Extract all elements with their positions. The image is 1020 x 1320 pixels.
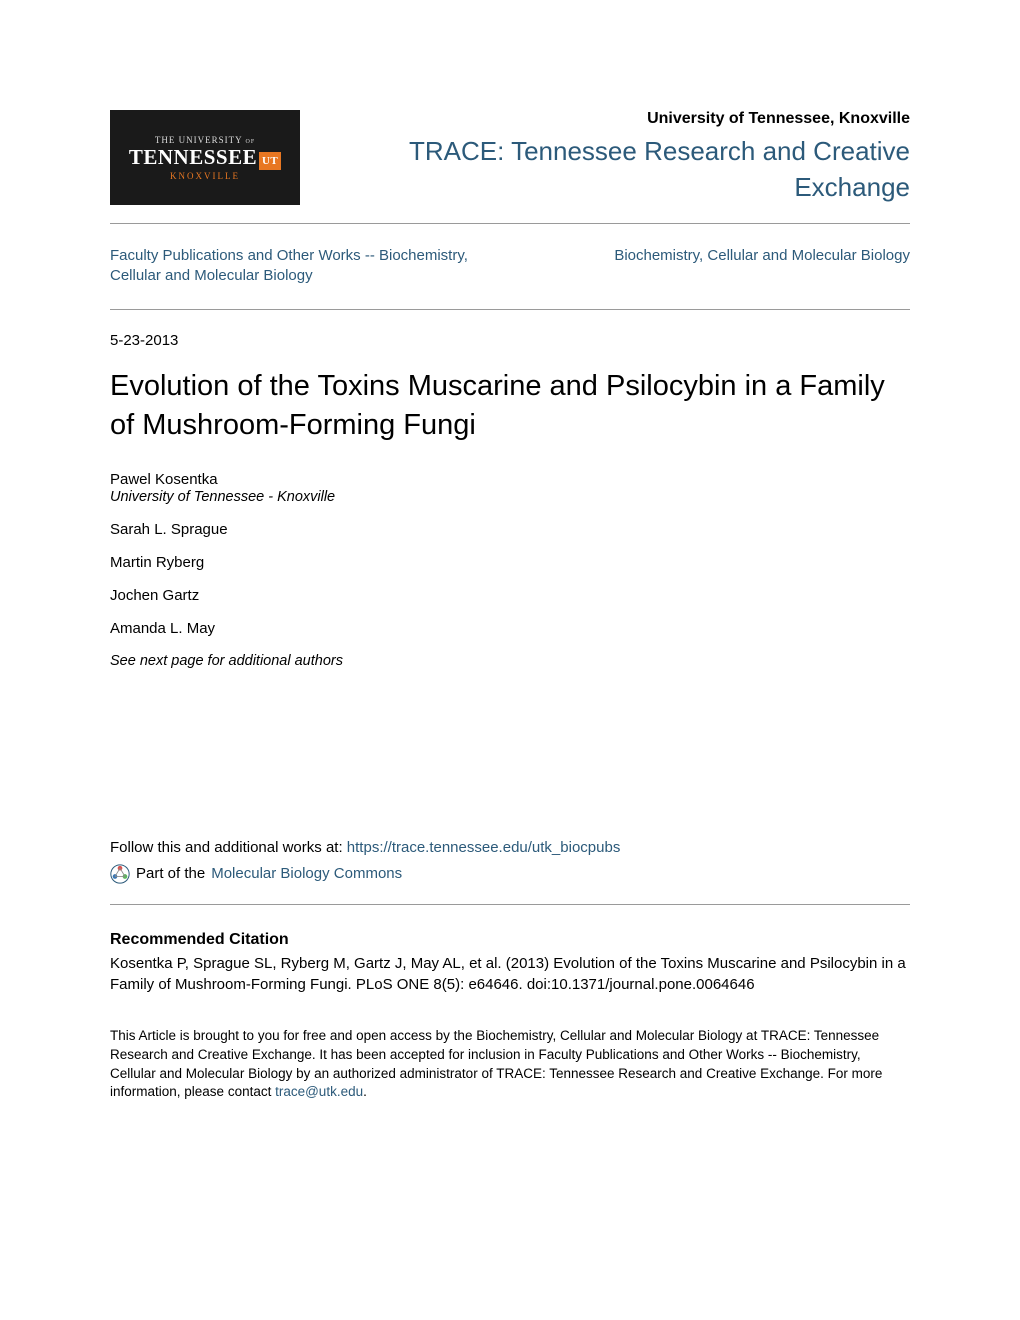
commons-link[interactable]: Molecular Biology Commons [211,865,402,882]
publication-date: 5-23-2013 [110,332,910,349]
logo-line2: TENNESSEE UT [129,145,281,170]
contact-email-link[interactable]: trace@utk.edu [275,1084,363,1099]
author-affiliation: University of Tennessee - Knoxville [110,489,910,505]
trace-title-link[interactable]: TRACE: Tennessee Research and Creative E… [409,136,910,201]
commons-network-icon [110,864,130,884]
logo-line3: KNOXVILLE [170,171,240,181]
divider-top [110,223,910,224]
authors-list: Pawel Kosentka University of Tennessee -… [110,471,910,637]
follow-section: Follow this and additional works at: htt… [110,839,910,884]
divider-bottom [110,904,910,905]
university-logo: THE UNIVERSITY of TENNESSEE UT KNOXVILLE [110,110,300,205]
author-entry: Martin Ryberg [110,554,910,571]
logo-ut-badge: UT [259,152,281,170]
university-name: University of Tennessee, Knoxville [330,110,910,128]
divider-mid [110,309,910,310]
footer-text-after: . [363,1084,367,1099]
author-entry: Jochen Gartz [110,587,910,604]
breadcrumb-department-link[interactable]: Biochemistry, Cellular and Molecular Bio… [614,247,910,264]
breadcrumb-collection: Faculty Publications and Other Works -- … [110,246,494,287]
part-of-row: Part of the Molecular Biology Commons [110,864,910,884]
author-name: Amanda L. May [110,620,910,637]
recommended-citation-heading: Recommended Citation [110,931,910,949]
trace-title: TRACE: Tennessee Research and Creative E… [330,134,910,204]
article-title: Evolution of the Toxins Muscarine and Ps… [110,367,910,445]
breadcrumb-row: Faculty Publications and Other Works -- … [110,236,910,297]
author-name: Martin Ryberg [110,554,910,571]
follow-prefix: Follow this and additional works at: [110,839,347,856]
author-entry: Amanda L. May [110,620,910,637]
part-of-prefix: Part of the [136,865,205,882]
more-authors-note: See next page for additional authors [110,653,910,669]
logo-line1: THE UNIVERSITY of [155,135,255,145]
author-name: Jochen Gartz [110,587,910,604]
breadcrumb-collection-link[interactable]: Faculty Publications and Other Works -- … [110,247,468,284]
author-entry: Sarah L. Sprague [110,521,910,538]
header-row: THE UNIVERSITY of TENNESSEE UT KNOXVILLE… [110,110,910,205]
author-name: Pawel Kosentka [110,471,910,488]
author-entry: Pawel Kosentka University of Tennessee -… [110,471,910,505]
footer-access-statement: This Article is brought to you for free … [110,1027,910,1103]
footer-text-before: This Article is brought to you for free … [110,1028,882,1100]
author-name: Sarah L. Sprague [110,521,910,538]
logo-main-word: TENNESSEE [129,145,257,170]
recommended-citation-text: Kosentka P, Sprague SL, Ryberg M, Gartz … [110,953,910,995]
follow-works-link[interactable]: https://trace.tennessee.edu/utk_biocpubs [347,839,621,856]
header-text-block: University of Tennessee, Knoxville TRACE… [330,110,910,204]
breadcrumb-department: Biochemistry, Cellular and Molecular Bio… [614,246,910,287]
